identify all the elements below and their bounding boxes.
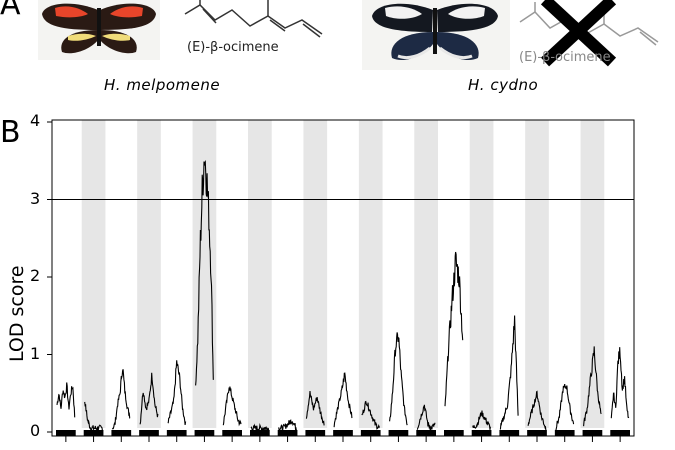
chromosome-band-shaded [81, 120, 106, 428]
compound-label-left: (E)-β-ocimene [187, 40, 279, 55]
chromosome-bar [250, 430, 270, 436]
chromosome-band-shaded [248, 120, 272, 428]
chromosome-band-shaded [525, 120, 549, 428]
lod-trace [56, 382, 76, 418]
chromosome-bar [139, 430, 159, 436]
chromosome-band-shaded [469, 120, 494, 428]
species-label-right: H. cydno [468, 76, 539, 94]
cross-out-icon [540, 0, 617, 67]
chromosome-bar [444, 430, 464, 436]
species-label-left: H. melpomene [104, 76, 221, 94]
chromosome-bar [222, 430, 242, 436]
chromosome-band-shaded [137, 120, 161, 428]
chromosome-bar [471, 430, 492, 436]
lod-trace [84, 401, 103, 433]
chromosome-bar [333, 430, 353, 436]
chromosome-bar [56, 430, 76, 436]
chromosome-bar [194, 430, 215, 436]
chromosome-bar [83, 430, 104, 436]
lod-trace [444, 251, 464, 407]
y-tick-label: 4 [30, 111, 41, 130]
lod-trace [333, 372, 353, 428]
lod-trace [389, 332, 408, 426]
chromosome-bar [166, 430, 187, 436]
butterfly-red-band-image [38, 0, 160, 60]
lod-trace [555, 383, 575, 431]
chromosome-band-shaded [580, 120, 605, 428]
chromosome-band-shaded [303, 120, 328, 428]
lod-trace [250, 423, 270, 432]
butterfly-white-band-image [362, 0, 510, 70]
ocimene-structure-left [184, 0, 323, 38]
chromosome-bar [305, 430, 326, 436]
lod-trace [416, 404, 436, 431]
y-tick-label: 0 [30, 421, 41, 440]
compound-label-right: (E)-β-ocimene [519, 50, 611, 65]
lod-trace [610, 347, 630, 419]
lod-trace [222, 386, 242, 427]
panel-a-letter: A [0, 0, 21, 22]
y-tick-label: 2 [30, 266, 41, 285]
panel-b-letter: B [0, 115, 21, 150]
chromosome-bar [111, 430, 132, 436]
lod-trace [139, 372, 159, 425]
chromosome-bar [582, 430, 603, 436]
chromosome-band-shaded [192, 120, 217, 428]
chromosome-bar [499, 430, 520, 436]
chromosome-bar [554, 430, 575, 436]
chromosome-bar [360, 430, 381, 436]
chromosome-bar [610, 430, 630, 436]
lod-trace [361, 400, 381, 430]
chromosome-band-shaded [414, 120, 438, 428]
lod-trace [305, 390, 325, 426]
lod-trace [167, 360, 187, 425]
lod-trace [583, 346, 602, 427]
lod-trace [527, 390, 547, 431]
lod-trace [195, 159, 214, 386]
lod-trace [111, 369, 131, 430]
chromosome-bar [416, 430, 436, 436]
chromosome-bar [277, 430, 298, 436]
chromosome-bar [388, 430, 409, 436]
chromosome-bar [527, 430, 547, 436]
y-tick-label: 1 [30, 343, 41, 363]
lod-trace [278, 419, 297, 432]
lod-trace [472, 410, 491, 430]
y-tick-label: 3 [30, 188, 41, 208]
chromosome-band-shaded [358, 120, 383, 428]
lod-trace [499, 315, 519, 430]
